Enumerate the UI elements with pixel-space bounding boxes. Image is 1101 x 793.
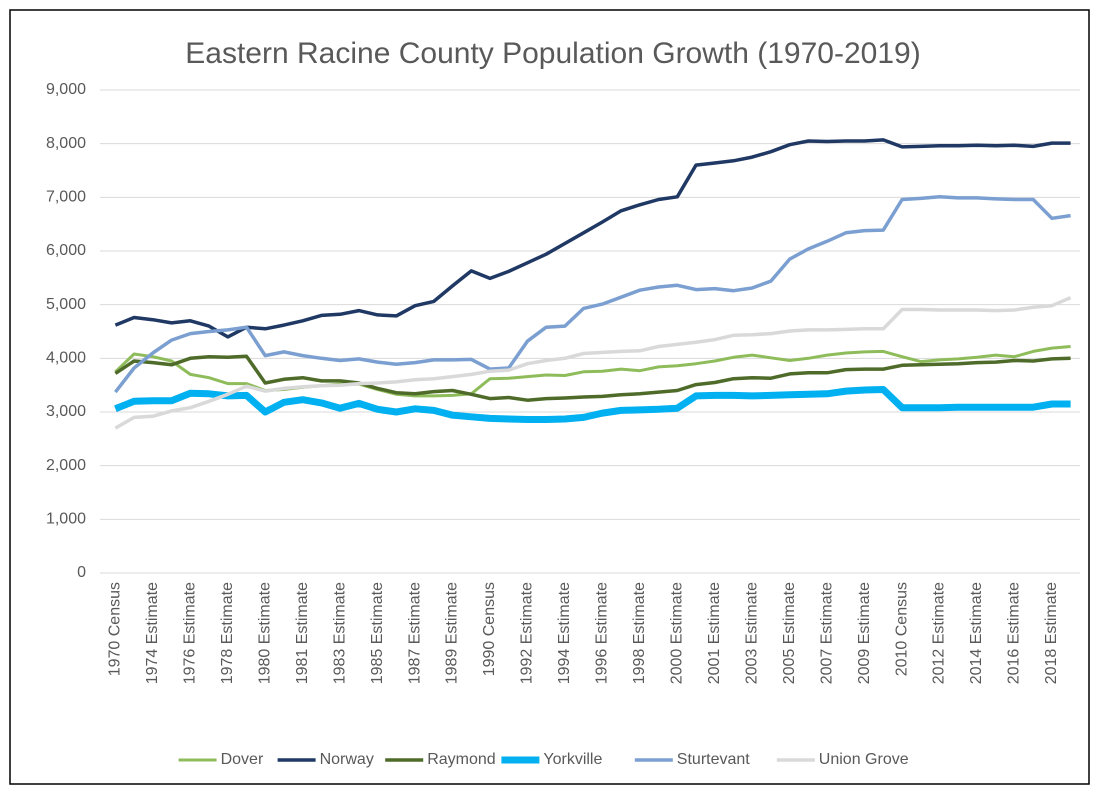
- x-tick-label: 1992 Estimate: [519, 582, 536, 684]
- y-tick-label: 6,000: [46, 242, 86, 259]
- legend-label: Dover: [221, 751, 264, 768]
- y-tick-label: 3,000: [46, 403, 86, 420]
- x-tick-label: 1994 Estimate: [556, 582, 573, 684]
- x-tick-label: 2000 Estimate: [669, 582, 686, 684]
- x-tick-label: 1980 Estimate: [256, 582, 273, 684]
- legend-label: Yorkville: [543, 751, 602, 768]
- x-tick-label: 1989 Estimate: [444, 582, 461, 684]
- legend-label: Union Grove: [819, 751, 909, 768]
- y-tick-label: 2,000: [46, 457, 86, 474]
- chart-title: Eastern Racine County Population Growth …: [185, 37, 920, 70]
- x-tick-label: 2009 Estimate: [856, 582, 873, 684]
- x-tick-label: 2016 Estimate: [1006, 582, 1023, 684]
- x-tick-label: 1976 Estimate: [182, 582, 199, 684]
- x-tick-label: 2005 Estimate: [781, 582, 798, 684]
- x-tick-label: 2012 Estimate: [931, 582, 948, 684]
- x-tick-label: 2014 Estimate: [968, 582, 985, 684]
- series-line: [114, 386, 1071, 423]
- x-tick-label: 2018 Estimate: [1043, 582, 1060, 684]
- x-tick-label: 1987 Estimate: [406, 582, 423, 684]
- y-tick-label: 9,000: [46, 81, 86, 98]
- x-tick-label: 1978 Estimate: [219, 582, 236, 684]
- x-tick-label: 1974 Estimate: [144, 582, 161, 684]
- x-tick-label: 1970 Census: [107, 582, 124, 676]
- x-tick-label: 1981 Estimate: [294, 582, 311, 684]
- legend-label: Sturtevant: [677, 751, 750, 768]
- y-tick-label: 1,000: [46, 511, 86, 528]
- legend-label: Norway: [320, 751, 374, 768]
- series-line: [114, 354, 1071, 402]
- x-tick-label: 1983 Estimate: [331, 582, 348, 684]
- y-tick-label: 7,000: [46, 189, 86, 206]
- x-tick-label: 2003 Estimate: [743, 582, 760, 684]
- x-tick-label: 2010 Census: [893, 582, 910, 676]
- series-line: [114, 138, 1071, 339]
- series-line: [114, 195, 1071, 394]
- y-tick-label: 5,000: [46, 296, 86, 313]
- x-tick-label: 1998 Estimate: [631, 582, 648, 684]
- x-tick-label: 2007 Estimate: [818, 582, 835, 684]
- x-tick-label: 2001 Estimate: [706, 582, 723, 684]
- y-tick-label: 4,000: [46, 350, 86, 367]
- x-tick-label: 1985 Estimate: [369, 582, 386, 684]
- x-tick-label: 1990 Census: [481, 582, 498, 676]
- series-line: [114, 296, 1072, 430]
- x-tick-label: 1996 Estimate: [594, 582, 611, 684]
- y-tick-label: 8,000: [46, 135, 86, 152]
- y-tick-label: 0: [77, 564, 86, 581]
- legend-label: Raymond: [427, 751, 495, 768]
